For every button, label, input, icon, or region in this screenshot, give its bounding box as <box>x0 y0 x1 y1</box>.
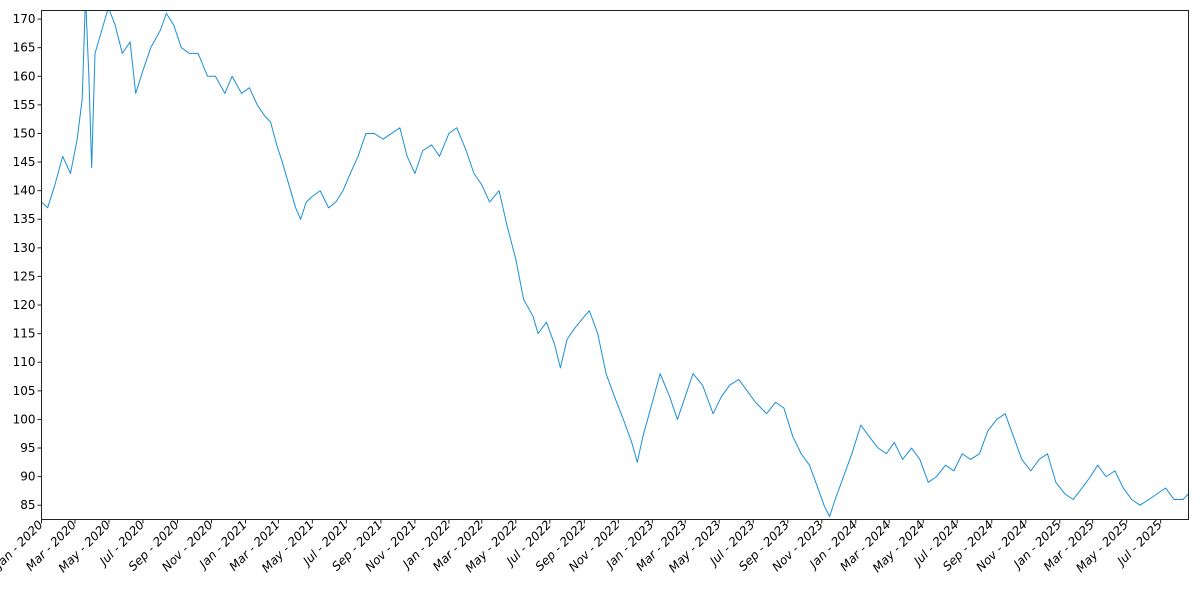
y-tick-label: 110 <box>13 355 36 369</box>
y-axis: 85 90 95 100 105 110 115 120 125 130 135 140 145 150 1… <box>13 12 42 512</box>
y-tick-label: 145 <box>13 155 36 169</box>
y-tick-label: 85 <box>20 498 35 512</box>
y-tick-label: 125 <box>13 269 36 283</box>
plot-background <box>41 10 1189 520</box>
y-tick-label: 115 <box>13 327 36 341</box>
y-tick-label: 160 <box>13 69 36 83</box>
series-layer <box>41 10 1189 518</box>
y-tick-label: 155 <box>13 98 36 112</box>
y-tick-label: 120 <box>13 298 36 312</box>
y-tick-label: 95 <box>20 441 35 455</box>
y-tick-label: 150 <box>13 126 36 140</box>
plot-frame <box>41 10 1189 520</box>
y-tick-label: 100 <box>13 412 36 426</box>
y-tick-label: 170 <box>13 12 36 26</box>
y-tick-label: 105 <box>13 384 36 398</box>
y-tick-label: 135 <box>13 212 36 226</box>
y-tick-label: 130 <box>13 241 36 255</box>
y-tick-label: 165 <box>13 41 36 55</box>
y-tick-label: 140 <box>13 184 36 198</box>
series-line-0 <box>41 10 1189 518</box>
y-tick-label: 90 <box>20 470 35 484</box>
